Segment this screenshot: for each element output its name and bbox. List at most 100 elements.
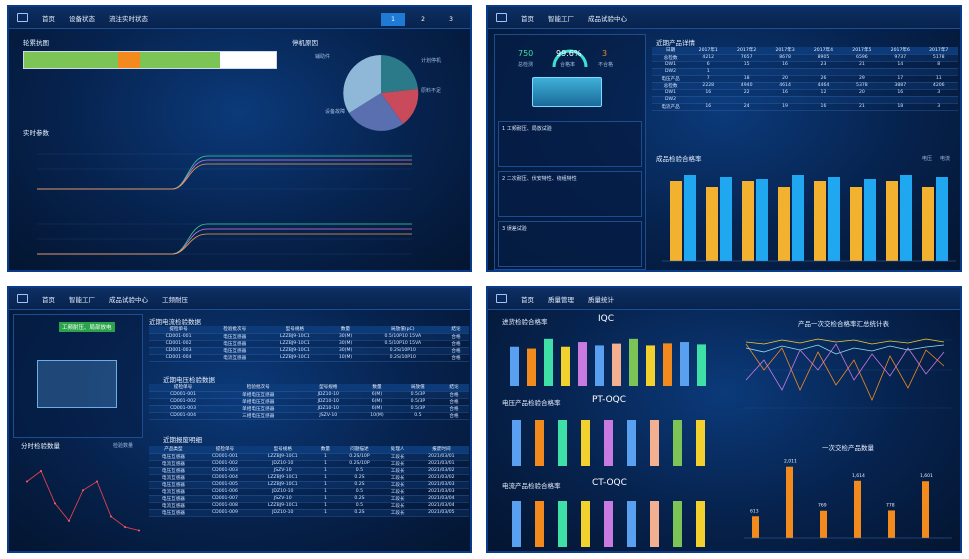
tab-2[interactable]: 2 <box>421 16 425 23</box>
top-nav: 首页 质量管理 质量统计 <box>488 288 960 310</box>
scrap-table: 产品类型 提检单号 型号规格 数量 问题描述 处理人 报废时间 电压互感器 CD001-001 L… <box>149 446 469 517</box>
bar-current <box>756 179 768 261</box>
table-cell: 6(M) <box>357 398 397 406</box>
table-cell: 电压互感器 <box>149 453 198 461</box>
tab-3[interactable]: 3 <box>449 16 453 23</box>
iqc-bar <box>595 345 604 386</box>
nav-realtime[interactable]: 流注实时状态 <box>109 14 148 23</box>
hourly-point <box>138 529 140 532</box>
table-row: CD001-003 电压互感器 LZZBJ9-10C1 30(M) 0.2S/10P10… <box>149 347 469 355</box>
table-cell: 1 <box>313 495 338 503</box>
summary-line-chart <box>744 338 952 409</box>
nav-test-center[interactable]: 成品试验中心 <box>588 14 627 23</box>
table-cell: 提检单号 <box>197 446 253 454</box>
table-cell: 8 <box>919 61 958 69</box>
table-cell: 2021/03/03 <box>413 481 469 489</box>
nav-home[interactable]: 首页 <box>521 14 534 23</box>
table-cell: 合格 <box>442 333 469 341</box>
nav-device-status[interactable]: 设备状态 <box>69 14 95 23</box>
quantity-bar <box>820 510 827 538</box>
table-cell: 合格 <box>442 347 469 355</box>
pie-label-1: 辅助件 <box>315 54 331 60</box>
detail-table-title: 近期产品详情 <box>656 39 695 47</box>
quantity-bar-label: 769 <box>818 503 827 509</box>
table-cell <box>842 96 882 104</box>
table-cell: 12 <box>804 89 843 97</box>
table-cell: 数量 <box>313 446 338 454</box>
bar-voltage <box>670 181 682 261</box>
table-cell: DW2 <box>652 68 690 76</box>
hourly-point <box>26 480 28 483</box>
table-row: 日期 2017年1 2017年2 2017年3 2017年4 2017年5 2017年6 20… <box>652 47 958 55</box>
hourly-line-chart <box>26 470 140 532</box>
table-cell: 14 <box>881 61 920 69</box>
bar-voltage <box>814 181 826 261</box>
iqc-bar <box>680 342 689 386</box>
hourly-legend: 检验数量 <box>113 443 134 449</box>
home-icon[interactable] <box>17 13 28 22</box>
nav-test-center[interactable]: 成品试验中心 <box>109 295 148 304</box>
table-cell: 2021/03/02 <box>413 467 469 475</box>
table-cell: 2021/03/05 <box>413 509 469 517</box>
quantity-title: 一次交检产品数量 <box>822 444 874 452</box>
table-cell: 型号规格 <box>261 326 329 334</box>
table-cell: 报废时间 <box>413 446 469 454</box>
realtime-lines <box>37 153 412 255</box>
nav-power-freq[interactable]: 工频耐压 <box>162 295 188 304</box>
table-cell <box>689 96 728 104</box>
table-cell: DW1 <box>652 61 690 69</box>
nav-home[interactable]: 首页 <box>42 14 55 23</box>
home-icon[interactable] <box>496 13 507 22</box>
table-row: 电流互感器 CD001-008 LZZBJ9-10C1 1 0.5 工段长 2021/03/… <box>149 502 469 510</box>
nav-smart-factory[interactable]: 智能工厂 <box>69 295 95 304</box>
oqc-bar <box>581 501 590 547</box>
nav-quality[interactable]: 质量管理 <box>548 295 574 304</box>
hourly-point <box>110 515 112 518</box>
oqc-bar <box>627 501 636 547</box>
nav-quality-stats[interactable]: 质量统计 <box>588 295 614 304</box>
table-cell: 电流互感器 <box>149 502 198 510</box>
table-cell: 5178 <box>919 54 958 62</box>
step-3-label: 3 误差试验 <box>502 226 527 232</box>
screen-power-freq-test: 首页 智能工厂 成品试验中心 工频耐压 工频耐压、局部放电 分时检验数量 检验数… <box>7 286 472 553</box>
pt-bar-chart <box>512 420 705 466</box>
bar-current <box>864 179 876 261</box>
iqc-bar <box>646 345 655 386</box>
table-cell: 检验批次号 <box>208 326 262 334</box>
machine-panel <box>13 314 143 438</box>
table-cell: 2017年7 <box>919 47 958 55</box>
home-icon[interactable] <box>496 294 507 303</box>
table-cell: 工段长 <box>381 509 414 517</box>
bar-voltage <box>778 187 790 261</box>
step-1[interactable] <box>498 121 642 167</box>
table-cell: 16 <box>765 89 805 97</box>
table-cell: 合格 <box>438 405 469 413</box>
legend-current: 电流 <box>940 156 951 162</box>
table-cell: CD001-001 <box>197 453 253 461</box>
table-cell: 工段长 <box>381 495 414 503</box>
step-2[interactable] <box>498 171 642 217</box>
table-cell: 工段长 <box>381 488 414 496</box>
table-cell <box>804 96 843 104</box>
pass-rate-bar-chart <box>662 175 956 262</box>
table-cell: 21 <box>842 61 882 69</box>
table-cell: 电流互感器 <box>149 474 198 482</box>
nav-home[interactable]: 首页 <box>521 295 534 304</box>
step-2-label: 2 二次耐压、伏安特性、绕组特性 <box>502 176 577 182</box>
table-cell: 10(M) <box>357 412 397 420</box>
table-cell: CD001-002 <box>149 340 209 348</box>
hourly-title: 分时检验数量 <box>21 442 60 450</box>
bar-current <box>900 175 912 261</box>
tab-1[interactable]: 1 <box>381 13 405 26</box>
table-row: 产品类型 提检单号 型号规格 数量 问题描述 处理人 报废时间 <box>149 446 469 454</box>
table-cell: 1 <box>313 467 338 475</box>
table-cell: 日期 <box>652 47 690 55</box>
table-cell: 问题描述 <box>337 446 382 454</box>
nav-smart-factory[interactable]: 智能工厂 <box>548 14 574 23</box>
nav-home[interactable]: 首页 <box>42 295 55 304</box>
table-cell: 16 <box>689 103 728 111</box>
table-cell: CD001-004 <box>149 412 218 420</box>
stop-reason-pie <box>343 55 419 131</box>
home-icon[interactable] <box>17 294 28 303</box>
step-3[interactable] <box>498 221 642 267</box>
